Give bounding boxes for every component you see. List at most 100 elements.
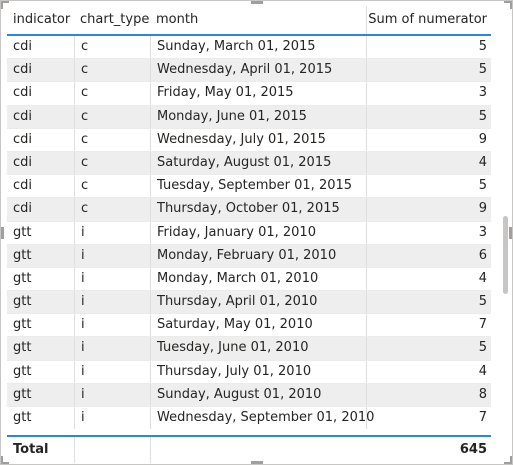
cell-indicator: cdi: [13, 62, 33, 78]
cell-indicator: cdi: [13, 178, 33, 194]
total-value: 645: [459, 442, 487, 457]
cell-indicator: gtt: [13, 340, 32, 356]
table-body: cdi c Sunday, March 01, 2015 5 cdi c Wednesday…: [7, 36, 491, 429]
column-header-month[interactable]: month: [156, 12, 199, 27]
cell-sum-of-numerator: 5: [366, 291, 491, 314]
cell-month: Wednesday, July 01, 2015: [150, 128, 366, 151]
cell-chart-type: i: [74, 383, 150, 406]
cell-indicator: cdi: [13, 108, 33, 124]
table-grid: indicator chart_type month Sum of numera…: [7, 6, 491, 429]
cell-chart-type: i: [74, 337, 150, 360]
total-row: Total 645: [7, 435, 491, 464]
table-row[interactable]: cdi c Tuesday, September 01, 2015 5: [7, 175, 491, 199]
cell-indicator: gtt: [13, 363, 32, 379]
column-header-indicator[interactable]: indicator: [13, 12, 71, 27]
cell-chart-type: c: [74, 175, 150, 198]
resize-corner-top-left[interactable]: [1, 1, 9, 9]
cell-indicator: gtt: [13, 247, 32, 263]
cell-chart-type: c: [74, 198, 150, 221]
cell-month: Thursday, April 01, 2010: [150, 291, 366, 314]
cell-chart-type: c: [74, 36, 150, 59]
table-row[interactable]: cdi c Saturday, August 01, 2015 4: [7, 151, 491, 176]
cell-month: Friday, January 01, 2010: [150, 221, 366, 244]
cell-month: Thursday, October 01, 2015: [150, 198, 366, 221]
table-row[interactable]: gtt i Monday, March 01, 2010 4: [7, 267, 491, 292]
table-row[interactable]: cdi c Sunday, March 01, 2015 5: [7, 36, 491, 60]
cell-chart-type: i: [74, 244, 150, 267]
cell-indicator: cdi: [13, 154, 33, 170]
cell-chart-type: c: [74, 82, 150, 105]
resize-handle-left[interactable]: [1, 227, 4, 239]
resize-corner-top-right[interactable]: [504, 1, 512, 9]
resize-handle-right[interactable]: [509, 227, 512, 239]
cell-sum-of-numerator: 5: [366, 59, 491, 82]
cell-sum-of-numerator: 7: [366, 407, 491, 429]
cell-sum-of-numerator: 9: [366, 128, 491, 151]
cell-chart-type: i: [74, 291, 150, 314]
cell-chart-type: c: [74, 128, 150, 151]
cell-month: Saturday, May 01, 2010: [150, 314, 366, 337]
cell-indicator: gtt: [13, 317, 32, 333]
scrollbar-thumb[interactable]: [503, 216, 508, 294]
cell-month: Tuesday, June 01, 2010: [150, 337, 366, 360]
cell-sum-of-numerator: 4: [366, 151, 491, 175]
cell-chart-type: i: [74, 360, 150, 383]
vertical-scrollbar[interactable]: [502, 6, 510, 434]
table-row[interactable]: gtt i Tuesday, June 01, 2010 5: [7, 337, 491, 361]
table-row[interactable]: gtt i Sunday, August 01, 2010 8: [7, 383, 491, 407]
resize-corner-bottom-left[interactable]: [1, 456, 9, 464]
cell-sum-of-numerator: 6: [366, 244, 491, 267]
table-row[interactable]: gtt i Thursday, July 01, 2010 4: [7, 360, 491, 384]
cell-month: Monday, June 01, 2015: [150, 105, 366, 128]
table-row[interactable]: cdi c Friday, May 01, 2015 3: [7, 82, 491, 106]
resize-handle-top[interactable]: [251, 1, 263, 4]
cell-month: Friday, May 01, 2015: [150, 82, 366, 105]
cell-month: Monday, February 01, 2010: [150, 244, 366, 267]
cell-indicator: cdi: [13, 39, 33, 54]
cell-sum-of-numerator: 8: [366, 383, 491, 406]
cell-sum-of-numerator: 9: [366, 198, 491, 221]
cell-chart-type: c: [74, 105, 150, 128]
cell-chart-type: i: [74, 407, 150, 429]
table-row[interactable]: cdi c Thursday, October 01, 2015 9: [7, 198, 491, 222]
table-row[interactable]: gtt i Friday, January 01, 2010 3: [7, 221, 491, 245]
cell-sum-of-numerator: 5: [366, 337, 491, 360]
cell-sum-of-numerator: 4: [366, 360, 491, 383]
cell-sum-of-numerator: 5: [366, 105, 491, 128]
cell-sum-of-numerator: 7: [366, 314, 491, 337]
table-row[interactable]: gtt i Monday, February 01, 2010 6: [7, 244, 491, 268]
cell-indicator: gtt: [13, 294, 32, 310]
cell-indicator: gtt: [13, 224, 32, 240]
cell-chart-type: i: [74, 314, 150, 337]
cell-chart-type: c: [74, 151, 150, 175]
table-row[interactable]: cdi c Monday, June 01, 2015 5: [7, 105, 491, 129]
table-row[interactable]: gtt i Wednesday, September 01, 2010 7: [7, 407, 491, 429]
cell-indicator: cdi: [13, 131, 33, 147]
resize-handle-bottom[interactable]: [251, 461, 263, 464]
table-row[interactable]: gtt i Saturday, May 01, 2010 7: [7, 314, 491, 338]
total-empty-cell: [74, 437, 150, 463]
cell-indicator: gtt: [13, 386, 32, 402]
table-row[interactable]: cdi c Wednesday, April 01, 2015 5: [7, 59, 491, 83]
cell-indicator: gtt: [13, 270, 32, 286]
cell-sum-of-numerator: 3: [366, 221, 491, 244]
cell-month: Thursday, July 01, 2010: [150, 360, 366, 383]
total-empty-cell: [150, 437, 366, 463]
cell-chart-type: c: [74, 59, 150, 82]
cell-sum-of-numerator: 3: [366, 82, 491, 105]
table-header: indicator chart_type month Sum of numera…: [7, 6, 491, 36]
cell-chart-type: i: [74, 221, 150, 244]
cell-month: Sunday, August 01, 2010: [150, 383, 366, 406]
column-header-chart-type[interactable]: chart_type: [80, 12, 150, 27]
table-row[interactable]: cdi c Wednesday, July 01, 2015 9: [7, 128, 491, 152]
cell-month: Wednesday, April 01, 2015: [150, 59, 366, 82]
cell-month: Wednesday, September 01, 2010: [150, 407, 374, 429]
total-label: Total: [13, 442, 49, 457]
table-row[interactable]: gtt i Thursday, April 01, 2010 5: [7, 291, 491, 315]
cell-sum-of-numerator: 5: [366, 175, 491, 198]
cell-month: Sunday, March 01, 2015: [150, 36, 366, 59]
cell-indicator: cdi: [13, 201, 33, 217]
resize-corner-bottom-right[interactable]: [504, 456, 512, 464]
column-header-sum-of-numerator[interactable]: Sum of numerator: [366, 6, 491, 34]
